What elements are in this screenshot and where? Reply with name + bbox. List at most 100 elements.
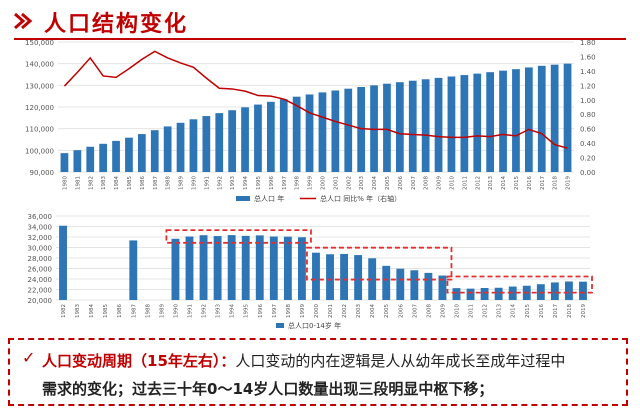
x-tick-label: 2012 bbox=[475, 176, 481, 190]
x-tick-label: 1999 bbox=[300, 304, 306, 318]
x-tick-label: 2002 bbox=[346, 176, 352, 190]
bar bbox=[563, 63, 572, 172]
bar bbox=[171, 238, 180, 300]
bar bbox=[424, 272, 433, 300]
bar bbox=[318, 92, 327, 172]
x-tick-label: 2019 bbox=[581, 304, 587, 318]
x-tick-label: 2011 bbox=[469, 304, 475, 318]
y-right-tick-label: 1.20 bbox=[580, 82, 596, 90]
bar bbox=[579, 281, 587, 300]
y-tick-label: 20,000 bbox=[28, 297, 53, 305]
x-tick-label: 2009 bbox=[440, 304, 446, 318]
bar bbox=[452, 288, 461, 300]
bar bbox=[137, 134, 146, 172]
x-tick-label: 1985 bbox=[103, 304, 109, 318]
x-tick-label: 2000 bbox=[314, 304, 320, 318]
x-tick-label: 2009 bbox=[437, 176, 443, 190]
bar bbox=[59, 225, 67, 300]
bar bbox=[410, 270, 419, 300]
x-tick-label: 1984 bbox=[114, 176, 120, 190]
bar bbox=[382, 265, 391, 300]
y-right-tick-label: 0.60 bbox=[580, 126, 596, 134]
x-tick-label: 1996 bbox=[269, 176, 275, 190]
y-left-tick-label: 90,000 bbox=[30, 169, 55, 177]
legend-swatch-bar bbox=[276, 323, 284, 328]
y-tick-label: 22,000 bbox=[28, 287, 53, 295]
total-population-chart: 90,000 100,000 110,000 120,000 130,000 140,00… bbox=[25, 39, 596, 203]
x-tick-label: 1988 bbox=[166, 176, 172, 190]
bar bbox=[112, 140, 120, 172]
x-tick-label: 2005 bbox=[385, 176, 391, 190]
bar bbox=[524, 67, 533, 172]
x-tick-label: 1984 bbox=[89, 304, 95, 318]
x-tick-label: 1995 bbox=[256, 176, 262, 190]
x-tick-label: 2014 bbox=[511, 304, 517, 318]
x-tick-label: 1983 bbox=[101, 176, 107, 190]
x-tick-label: 1980 bbox=[62, 176, 68, 190]
x-tick-label: 1986 bbox=[117, 304, 123, 318]
bar bbox=[215, 113, 224, 172]
legend-label-total: 总人口 年 bbox=[254, 194, 284, 203]
title-underline bbox=[14, 38, 626, 40]
bar bbox=[241, 107, 249, 172]
bar bbox=[60, 153, 69, 172]
legend-label-growth: 总人口 同比% 年（右轴） bbox=[320, 194, 401, 203]
bar bbox=[241, 235, 250, 300]
x-tick-label: 1987 bbox=[131, 304, 137, 318]
x-tick-label: 2007 bbox=[411, 176, 417, 190]
x-tick-label: 1982 bbox=[61, 304, 67, 318]
bar bbox=[189, 119, 198, 172]
y-right-tick-label: 1.80 bbox=[580, 39, 596, 47]
bar bbox=[447, 76, 456, 172]
x-tick-label: 2013 bbox=[497, 304, 503, 318]
check-arrow-icon bbox=[14, 12, 33, 30]
x-tick-label: 1992 bbox=[217, 176, 223, 190]
x-tick-label: 2006 bbox=[398, 304, 404, 318]
x-tick-label: 1990 bbox=[173, 304, 179, 318]
explanation-text-1: 人口变动的内在逻辑是人从幼年成长至成年过程中 bbox=[235, 352, 566, 370]
x-tick-label: 2018 bbox=[553, 176, 559, 190]
x-tick-label: 1997 bbox=[272, 304, 278, 318]
checkmark-icon: ✓ bbox=[22, 348, 36, 367]
explanation-line-1: 人口变动周期（15年左右）：人口变动的内在逻辑是人从幼年成长至成年过程中 bbox=[42, 350, 565, 371]
x-tick-label: 2004 bbox=[372, 176, 378, 190]
x-tick-label: 2017 bbox=[553, 304, 559, 318]
explanation-box: ✓ 人口变动周期（15年左右）：人口变动的内在逻辑是人从幼年成长至成年过程中 需… bbox=[8, 338, 628, 406]
bar bbox=[486, 72, 495, 172]
x-tick-label: 1991 bbox=[188, 304, 194, 318]
bar bbox=[185, 236, 194, 300]
bar bbox=[228, 110, 237, 172]
x-tick-label: 1991 bbox=[204, 176, 210, 190]
bar bbox=[480, 287, 489, 300]
bar bbox=[326, 254, 334, 300]
y-right-tick-label: 0.40 bbox=[580, 140, 596, 148]
x-tick-label: 2012 bbox=[483, 304, 489, 318]
bar bbox=[408, 80, 417, 172]
legend-label-children: 总人口0-14岁 年 bbox=[288, 321, 341, 330]
x-tick-label: 2019 bbox=[566, 176, 572, 190]
x-tick-label: 2015 bbox=[525, 304, 531, 318]
bar bbox=[395, 82, 404, 172]
bar bbox=[512, 69, 520, 172]
x-tick-label: 1999 bbox=[308, 176, 314, 190]
bar bbox=[354, 255, 363, 300]
x-tick-label: 2007 bbox=[412, 304, 418, 318]
y-right-tick-label: 0.00 bbox=[580, 169, 596, 177]
bar bbox=[199, 235, 208, 300]
bar bbox=[357, 87, 366, 172]
bar bbox=[340, 253, 349, 300]
y-right-tick-label: 0.80 bbox=[580, 111, 596, 119]
bar bbox=[176, 122, 185, 172]
bar bbox=[421, 79, 430, 172]
x-tick-label: 1993 bbox=[216, 304, 222, 318]
x-tick-label: 2001 bbox=[333, 176, 339, 190]
x-tick-label: 1986 bbox=[140, 176, 146, 190]
bar bbox=[383, 83, 391, 172]
x-tick-label: 2010 bbox=[449, 176, 455, 190]
bar bbox=[227, 235, 236, 300]
x-tick-label: 1997 bbox=[282, 176, 288, 190]
y-tick-label: 30,000 bbox=[28, 245, 53, 253]
x-tick-label: 2010 bbox=[455, 304, 461, 318]
bar bbox=[473, 73, 482, 172]
y-left-tick-label: 120,000 bbox=[25, 104, 54, 112]
